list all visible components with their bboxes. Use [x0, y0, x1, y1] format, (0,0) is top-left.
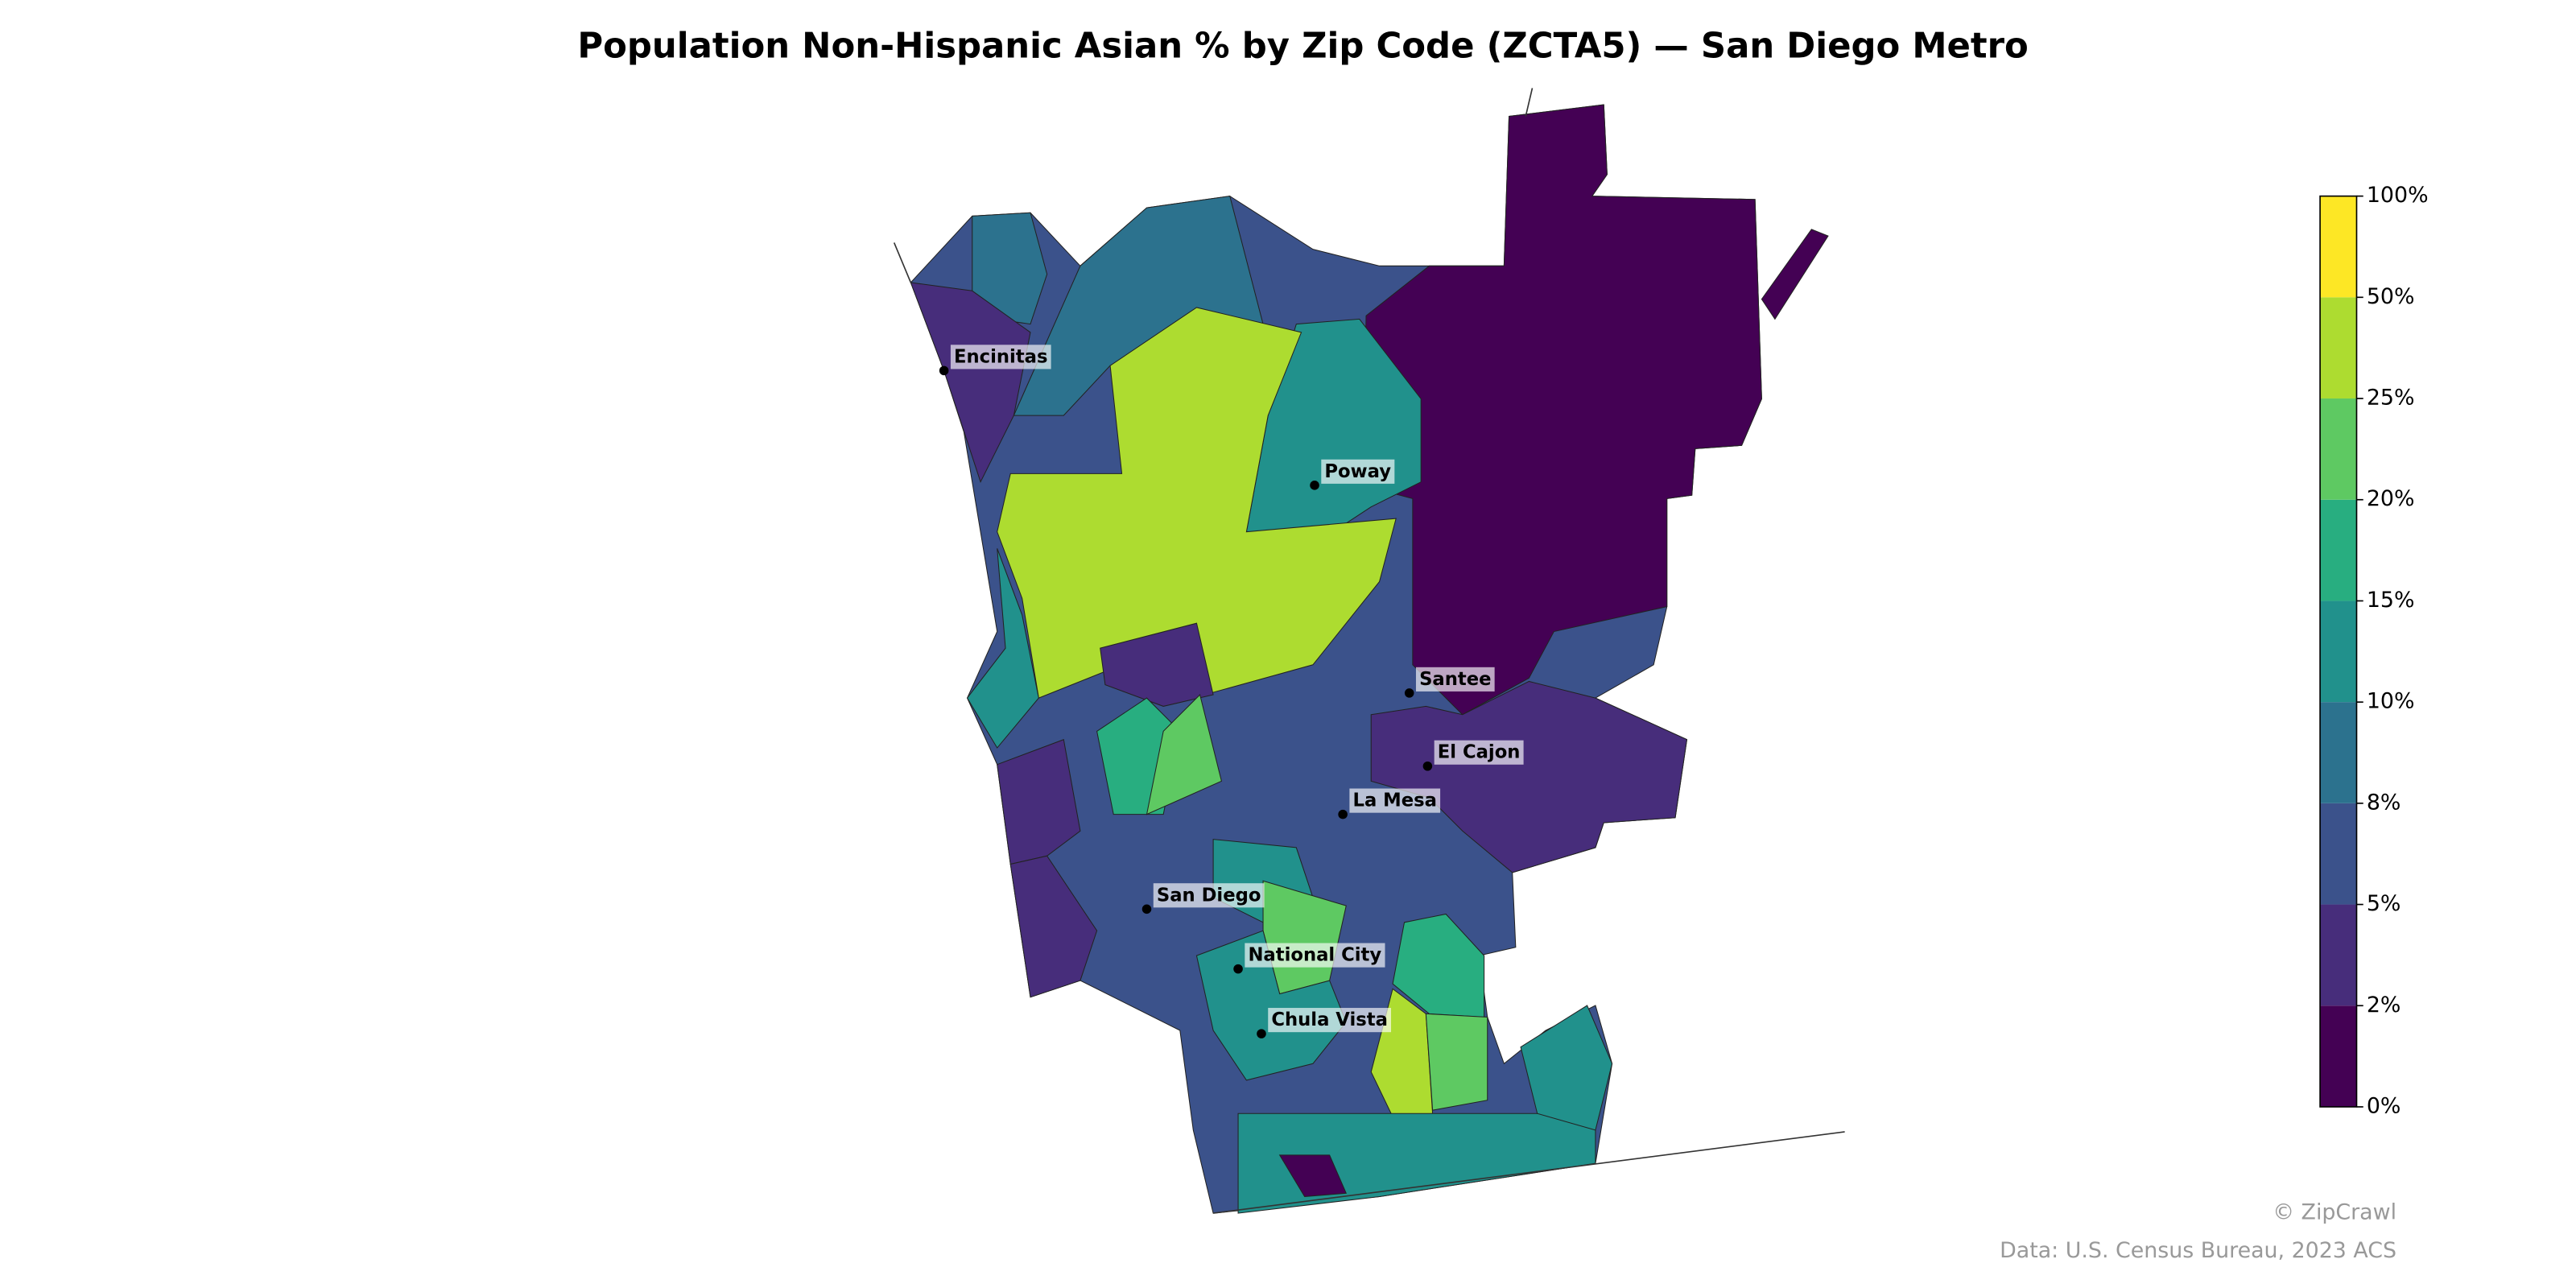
colorbar-tick-label: 0%	[2367, 1093, 2401, 1118]
region	[997, 739, 1081, 865]
credit: Data: U.S. Census Bureau, 2023 ACS	[2000, 1238, 2396, 1263]
city-label: Poway	[1324, 461, 1391, 482]
colorbar-bin	[2320, 398, 2357, 500]
city-label-bg	[1415, 667, 1495, 691]
colorbar-bin	[2320, 904, 2357, 1006]
title: Population Non-Hispanic Asian % by Zip C…	[577, 26, 2028, 66]
region	[966, 548, 1039, 749]
colorbar-tick-label: 50%	[2367, 284, 2415, 309]
colorbar-bin	[2320, 297, 2357, 399]
colorbar-tick-label: 20%	[2367, 486, 2415, 511]
colorbar-bin	[2320, 196, 2357, 298]
city-dot	[1422, 761, 1433, 771]
city-label: Encinitas	[954, 346, 1047, 367]
city-label-bg	[1245, 943, 1385, 968]
colorbar-tick-label: 25%	[2367, 386, 2415, 411]
city-dot	[1233, 964, 1243, 974]
region	[1278, 1154, 1348, 1197]
region	[1362, 104, 1762, 716]
city-dot	[939, 365, 949, 376]
city-label: Santee	[1419, 669, 1491, 690]
city-label: San Diego	[1157, 885, 1261, 906]
region	[1425, 1013, 1488, 1111]
region	[1520, 1005, 1613, 1131]
city-label: Chula Vista	[1271, 1009, 1388, 1030]
city-label-bg	[1321, 459, 1395, 484]
colorbar-bin	[2320, 499, 2357, 601]
city-labels: Encinitas Poway Santee El Cajon La Mesa San D…	[939, 345, 1524, 1038]
city-dot	[1310, 481, 1319, 490]
colorbar-bin	[2320, 601, 2357, 703]
city-dot	[1141, 904, 1152, 914]
colorbar-tick-label: 100%	[2367, 183, 2429, 208]
city-dot	[1338, 809, 1348, 819]
city-label: National City	[1248, 945, 1381, 966]
colorbar-tick-label: 2%	[2367, 993, 2401, 1018]
city-dot	[1404, 688, 1414, 698]
city-label-bg	[1268, 1008, 1392, 1033]
colorbar-bin	[2320, 803, 2357, 905]
region	[997, 307, 1397, 699]
colorbar-tick-label: 8%	[2367, 790, 2401, 815]
city-label: La Mesa	[1353, 791, 1437, 811]
city-label: El Cajon	[1438, 742, 1521, 763]
colorbar-bin	[2320, 1005, 2357, 1107]
colorbar-tick-label: 15%	[2367, 588, 2415, 613]
region	[1761, 229, 1829, 320]
credit: © ZipCrawl	[2273, 1200, 2396, 1225]
colorbar-tick-label: 5%	[2367, 891, 2401, 916]
city-dot	[1257, 1029, 1266, 1038]
colorbar-bin	[2320, 702, 2357, 803]
city-label-bg	[1349, 788, 1441, 813]
boundary-line	[1212, 1131, 1845, 1214]
map-regions	[893, 88, 1845, 1214]
boundary-line	[893, 242, 912, 283]
colorbar: 0% 2% 5% 8% 10% 15% 20% 25% 50% 100%	[2319, 183, 2429, 1118]
city-label-bg	[950, 345, 1051, 369]
region	[1100, 622, 1214, 707]
colorbar-tick-label: 10%	[2367, 689, 2415, 714]
city-label-bg	[1434, 740, 1524, 765]
city-label-bg	[1153, 883, 1265, 908]
region	[1009, 855, 1098, 998]
region	[1146, 693, 1223, 815]
colorbar-frame	[2319, 195, 2358, 1108]
boundary-line	[1525, 88, 1534, 117]
